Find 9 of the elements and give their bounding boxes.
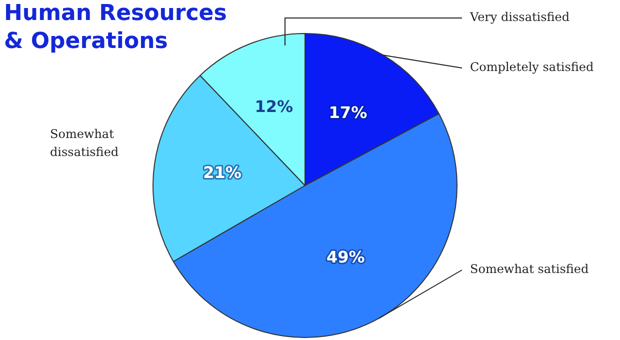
slice-label: Very dissatisfied <box>469 10 570 24</box>
data-label: 17% <box>328 102 368 122</box>
chart-title: Human Resources & Operations <box>4 0 227 56</box>
slice-label: Completely satisfied <box>470 60 594 74</box>
data-label: 12% <box>254 97 294 116</box>
data-label: 21% <box>203 162 242 182</box>
slice-label: Somewhat dissatisfied <box>50 127 119 160</box>
data-label: 49% <box>326 248 365 267</box>
slice-label: Somewhat satisfied <box>470 262 589 276</box>
